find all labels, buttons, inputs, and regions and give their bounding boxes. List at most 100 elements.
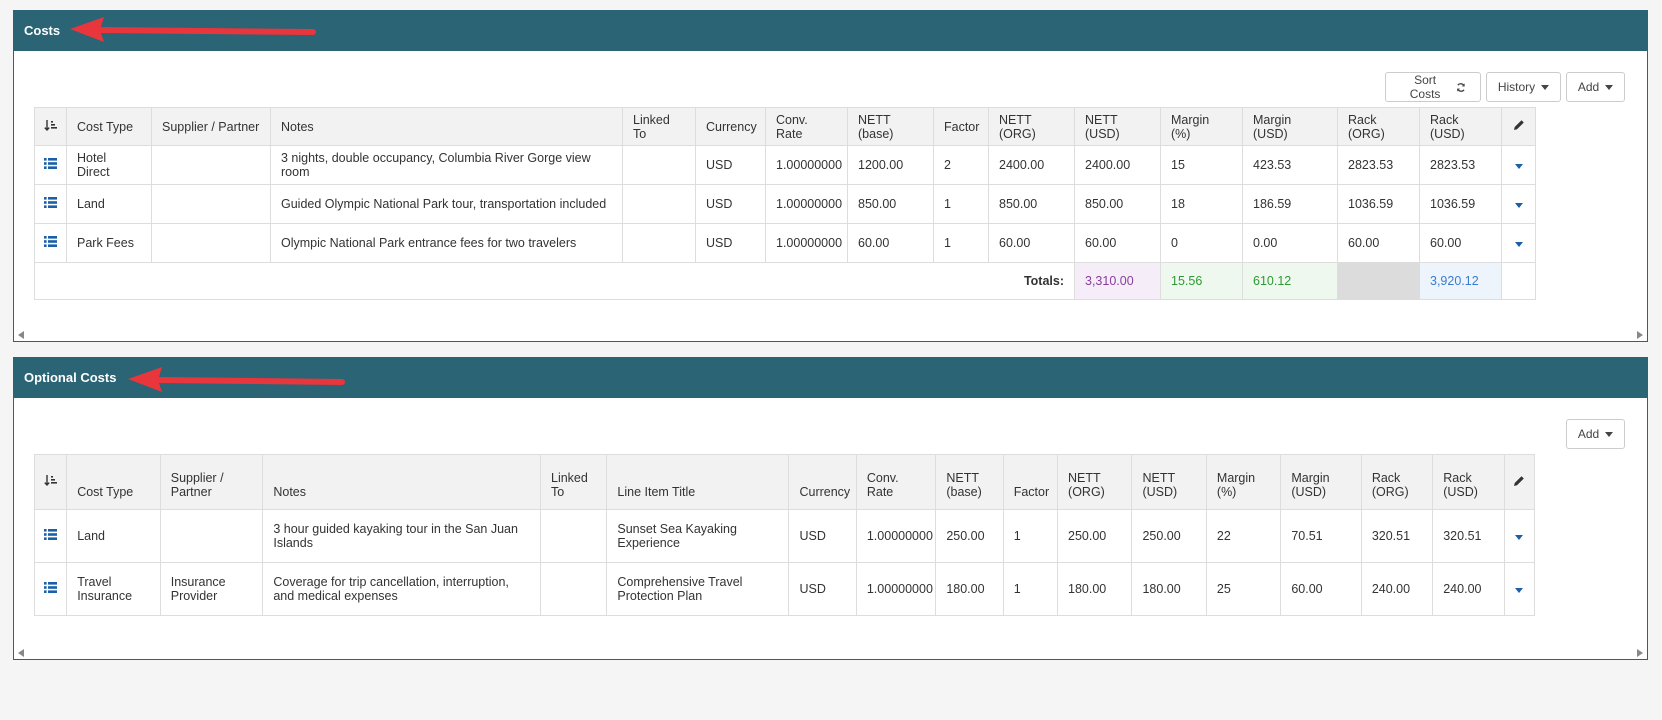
row-menu-cell[interactable] bbox=[34, 145, 67, 185]
scroll-left-icon[interactable] bbox=[18, 331, 24, 339]
col-nett-usd[interactable]: NETT (USD) bbox=[1131, 454, 1207, 510]
history-label: History bbox=[1497, 80, 1536, 94]
costs-panel: Costs Sort Costs History Add bbox=[13, 10, 1648, 342]
col-nett-org[interactable]: NETT (ORG) bbox=[1057, 454, 1133, 510]
cell-linked-to bbox=[622, 184, 696, 224]
cell-rack-usd: 2823.53 bbox=[1419, 145, 1502, 185]
col-margin-pct[interactable]: Margin (%) bbox=[1160, 107, 1243, 146]
row-actions-dropdown[interactable] bbox=[1501, 184, 1536, 224]
row-menu-cell[interactable] bbox=[33, 509, 68, 563]
caret-down-icon bbox=[1514, 242, 1523, 247]
history-button[interactable]: History bbox=[1486, 72, 1561, 102]
scroll-right-icon[interactable] bbox=[1637, 649, 1643, 657]
caret-down-icon bbox=[1515, 535, 1524, 540]
cell-factor: 1 bbox=[933, 223, 989, 263]
refresh-icon bbox=[1457, 82, 1465, 92]
optional-costs-panel: Optional Costs Add Cost Type Supplier / … bbox=[13, 357, 1648, 660]
col-nett-org[interactable]: NETT (ORG) bbox=[988, 107, 1075, 146]
add-optional-cost-button[interactable]: Add bbox=[1566, 419, 1625, 449]
col-rack-org[interactable]: Rack (ORG) bbox=[1337, 107, 1420, 146]
cell-nett-base: 180.00 bbox=[935, 562, 1004, 616]
scroll-right-icon[interactable] bbox=[1637, 331, 1643, 339]
chevron-down-icon bbox=[1541, 84, 1550, 90]
col-margin-usd[interactable]: Margin (USD) bbox=[1242, 107, 1338, 146]
cell-margin-usd: 60.00 bbox=[1280, 562, 1362, 616]
cell-margin-pct: 15 bbox=[1160, 145, 1243, 185]
col-factor[interactable]: Factor bbox=[933, 107, 989, 146]
totals-empty-cell bbox=[1501, 262, 1536, 300]
col-conv-rate[interactable]: Conv. Rate bbox=[855, 454, 937, 510]
optional-costs-horizontal-scrollbar[interactable] bbox=[14, 646, 1647, 660]
col-notes[interactable]: Notes bbox=[262, 454, 541, 510]
cell-rack-usd: 240.00 bbox=[1432, 562, 1505, 616]
table-row[interactable]: Park Fees Olympic National Park entrance … bbox=[34, 223, 1536, 263]
col-supplier[interactable]: Supplier / Partner bbox=[151, 107, 271, 146]
sort-costs-button[interactable]: Sort Costs bbox=[1385, 72, 1481, 102]
pencil-icon bbox=[1513, 120, 1524, 130]
cell-nett-base: 60.00 bbox=[847, 223, 934, 263]
optional-costs-toolbar: Add bbox=[1566, 419, 1625, 449]
col-rack-org[interactable]: Rack (ORG) bbox=[1360, 454, 1434, 510]
row-actions-dropdown[interactable] bbox=[1501, 145, 1536, 185]
col-supplier[interactable]: Supplier / Partner bbox=[159, 454, 264, 510]
row-actions-dropdown[interactable] bbox=[1503, 509, 1536, 563]
sort-column-header[interactable] bbox=[34, 107, 67, 146]
cell-supplier bbox=[151, 145, 271, 185]
cell-conv-rate: 1.00000000 bbox=[765, 184, 848, 224]
cell-conv-rate: 1.00000000 bbox=[765, 223, 848, 263]
row-actions-dropdown[interactable] bbox=[1501, 223, 1536, 263]
table-row[interactable]: Travel Insurance Insurance Provider Covera… bbox=[33, 562, 1536, 616]
col-notes[interactable]: Notes bbox=[270, 107, 623, 146]
scroll-left-icon[interactable] bbox=[18, 649, 24, 657]
table-row[interactable]: Hotel Direct 3 nights, double occupancy, … bbox=[34, 145, 1536, 185]
col-linked-to[interactable]: Linked To bbox=[622, 107, 696, 146]
cell-linked-to bbox=[539, 509, 608, 563]
edit-column-header[interactable] bbox=[1503, 454, 1536, 510]
col-rack-usd[interactable]: Rack (USD) bbox=[1432, 454, 1505, 510]
col-cost-type[interactable]: Cost Type bbox=[66, 107, 152, 146]
cell-rack-usd: 320.51 bbox=[1432, 509, 1505, 563]
col-cost-type[interactable]: Cost Type bbox=[66, 454, 161, 510]
sort-column-header[interactable] bbox=[33, 454, 68, 510]
col-line-item-title[interactable]: Line Item Title bbox=[606, 454, 790, 510]
cell-cost-type: Land bbox=[66, 184, 152, 224]
row-menu-cell[interactable] bbox=[34, 184, 67, 224]
col-nett-usd[interactable]: NETT (USD) bbox=[1074, 107, 1161, 146]
col-factor[interactable]: Factor bbox=[1002, 454, 1059, 510]
col-currency[interactable]: Currency bbox=[695, 107, 766, 146]
edit-column-header[interactable] bbox=[1501, 107, 1536, 146]
cell-rack-org: 1036.59 bbox=[1337, 184, 1420, 224]
list-icon bbox=[44, 197, 57, 208]
optional-costs-title: Optional Costs bbox=[24, 370, 117, 385]
table-row[interactable]: Land 3 hour guided kayaking tour in the S… bbox=[33, 509, 1536, 563]
cell-notes: Olympic National Park entrance fees for … bbox=[270, 223, 623, 263]
costs-horizontal-scrollbar[interactable] bbox=[14, 328, 1647, 342]
col-linked-to[interactable]: Linked To bbox=[539, 454, 608, 510]
row-actions-dropdown[interactable] bbox=[1503, 562, 1536, 616]
col-nett-base[interactable]: NETT (base) bbox=[935, 454, 1004, 510]
row-menu-cell[interactable] bbox=[33, 562, 68, 616]
cell-notes: Guided Olympic National Park tour, trans… bbox=[270, 184, 623, 224]
col-margin-pct[interactable]: Margin (%) bbox=[1205, 454, 1282, 510]
table-row[interactable]: Land Guided Olympic National Park tour, t… bbox=[34, 184, 1536, 224]
optional-costs-panel-body: Add Cost Type Supplier / Partner Notes L… bbox=[14, 398, 1647, 659]
cell-rack-org: 60.00 bbox=[1337, 223, 1420, 263]
col-margin-usd[interactable]: Margin (USD) bbox=[1280, 454, 1362, 510]
cell-rack-org: 2823.53 bbox=[1337, 145, 1420, 185]
optional-costs-header-row: Cost Type Supplier / Partner Notes Linke… bbox=[33, 454, 1536, 510]
cell-margin-usd: 0.00 bbox=[1242, 223, 1338, 263]
add-cost-button[interactable]: Add bbox=[1566, 72, 1625, 102]
col-nett-base[interactable]: NETT (base) bbox=[847, 107, 934, 146]
cell-notes: 3 hour guided kayaking tour in the San J… bbox=[262, 509, 541, 563]
row-menu-cell[interactable] bbox=[34, 223, 67, 263]
cell-notes: 3 nights, double occupancy, Columbia Riv… bbox=[270, 145, 623, 185]
optional-costs-panel-header: Optional Costs bbox=[14, 358, 1647, 398]
cell-rack-org: 320.51 bbox=[1360, 509, 1434, 563]
col-currency[interactable]: Currency bbox=[788, 454, 857, 510]
col-rack-usd[interactable]: Rack (USD) bbox=[1419, 107, 1502, 146]
caret-down-icon bbox=[1514, 164, 1523, 169]
col-conv-rate[interactable]: Conv. Rate bbox=[765, 107, 848, 146]
cell-nett-org: 2400.00 bbox=[988, 145, 1075, 185]
cell-margin-usd: 70.51 bbox=[1280, 509, 1362, 563]
cell-cost-type: Park Fees bbox=[66, 223, 152, 263]
